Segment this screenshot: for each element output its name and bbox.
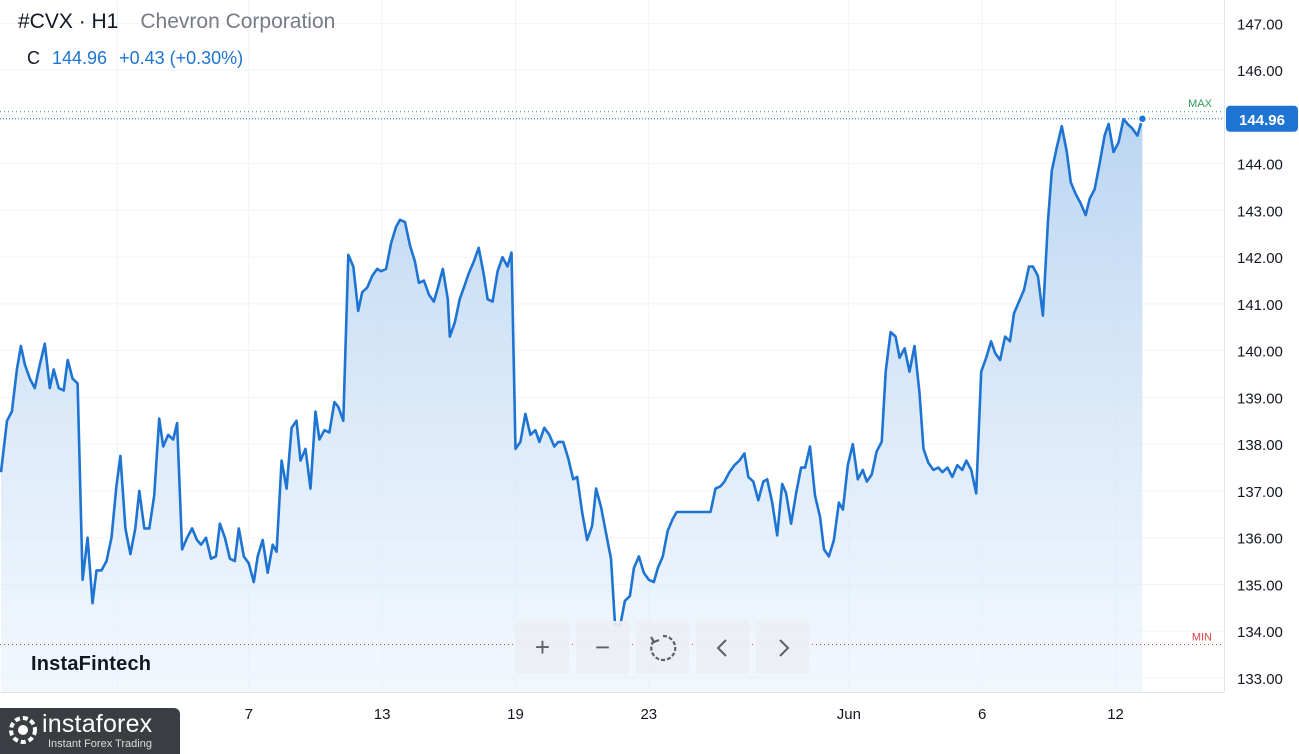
close-value: 144.96 <box>52 48 108 68</box>
plus-icon: + <box>534 632 551 662</box>
company-name: Chevron Corporation <box>140 10 336 33</box>
x-axis: May7131923Jun612 <box>103 706 1124 723</box>
zoom-out-button[interactable]: − <box>576 621 629 674</box>
minus-icon: − <box>594 632 611 662</box>
y-tick-label: 141.00 <box>1237 297 1283 314</box>
max-label: MAX <box>1188 98 1213 110</box>
reset-icon <box>649 634 676 661</box>
x-tick-label: 23 <box>640 706 657 723</box>
y-tick-label: 133.00 <box>1237 671 1283 688</box>
logo-tagline: Instant Forex Trading <box>48 738 152 750</box>
x-tick-label: 12 <box>1107 706 1124 723</box>
chevron-right-icon <box>778 638 789 657</box>
y-axis: 147.00146.00145.00144.00143.00142.00141.… <box>0 0 1283 693</box>
close-label: C <box>27 48 40 68</box>
zoom-in-button[interactable]: + <box>516 621 569 674</box>
y-tick-label: 143.00 <box>1237 203 1283 220</box>
last-price-dot <box>1137 114 1148 124</box>
x-tick-label: 19 <box>507 706 524 723</box>
last-price-marker: 144.96 <box>0 105 1298 132</box>
chart-controls: + − <box>516 621 809 674</box>
logo-icon <box>9 716 37 744</box>
last-price-tag <box>1226 105 1298 132</box>
x-tick-label: 7 <box>245 706 253 723</box>
y-tick-label: 138.00 <box>1237 437 1283 454</box>
x-tick-label: Jun <box>837 706 861 723</box>
y-tick-label: 136.00 <box>1237 531 1283 548</box>
min-label: MIN <box>1192 632 1212 644</box>
x-tick-label: 13 <box>374 706 391 723</box>
y-tick-label: 146.00 <box>1237 63 1283 80</box>
reset-button[interactable] <box>636 621 689 674</box>
y-tick-label: 134.00 <box>1237 624 1283 641</box>
logo-name: instaforex <box>42 710 153 738</box>
y-tick-label: 137.00 <box>1237 484 1283 501</box>
symbol-title: #CVX · H1 <box>18 10 119 33</box>
y-tick-label: 135.00 <box>1237 577 1283 594</box>
y-tick-label: 144.00 <box>1237 157 1283 174</box>
y-tick-label: 140.00 <box>1237 344 1283 361</box>
x-tick-label: 6 <box>978 706 986 723</box>
chart-header: #CVX · H1 Chevron Corporation C 144.96 +… <box>18 10 335 69</box>
chevron-left-icon <box>716 638 727 657</box>
close-change: +0.43 (+0.30%) <box>119 48 244 68</box>
price-line <box>0 117 1144 628</box>
scroll-right-button[interactable] <box>756 621 809 674</box>
brand-label: InstaFintech <box>31 653 152 675</box>
last-price-tag-label: 144.96 <box>1239 112 1285 129</box>
instaforex-logo[interactable]: instaforex Instant Forex Trading <box>0 708 180 754</box>
y-tick-label: 142.00 <box>1237 250 1283 267</box>
max-min-lines: MAX MIN <box>0 98 1224 646</box>
y-tick-label: 147.00 <box>1237 16 1283 33</box>
price-area <box>1 118 1143 693</box>
y-tick-label: 139.00 <box>1237 390 1283 407</box>
scroll-left-button[interactable] <box>696 621 749 674</box>
